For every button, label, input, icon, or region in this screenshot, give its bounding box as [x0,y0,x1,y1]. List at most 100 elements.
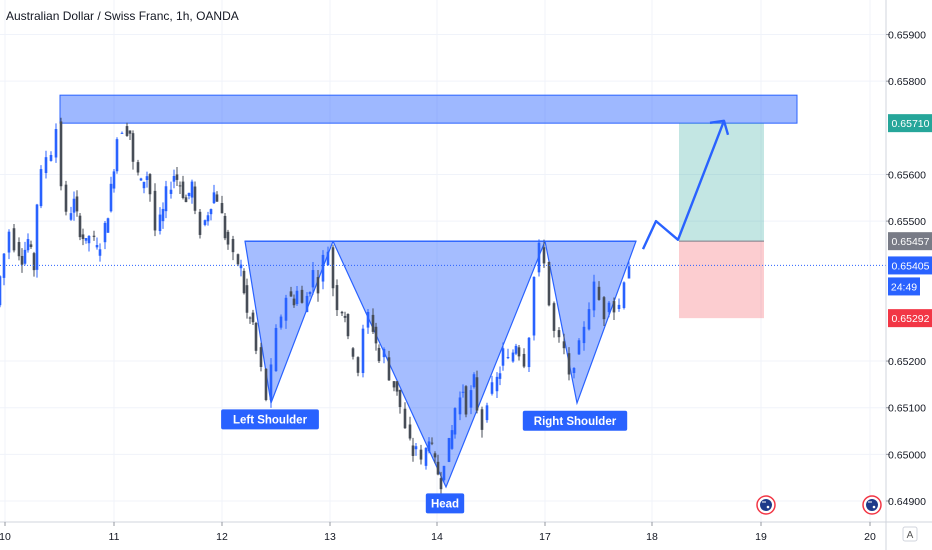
price-tag-text: 24:49 [891,281,917,293]
price-tag-text: 0.65405 [892,260,930,272]
candle-body [627,266,631,279]
candle-body [475,377,479,411]
candle-body [203,220,207,225]
candle-body [92,235,96,237]
candle-body [442,465,446,481]
candle-body [382,349,386,358]
candle-body [254,322,258,351]
event-flag-star [766,505,770,509]
candle-body [450,430,454,449]
candle-body [269,364,273,401]
candle-body [517,347,521,357]
price-tag-text: 0.65457 [892,236,930,248]
candle-body [587,309,591,330]
candle-body [464,386,468,415]
price-tag-bg [888,277,920,296]
label-head: Head [425,493,465,514]
candle-body [408,424,412,439]
candle-body [136,162,140,173]
loss-zone[interactable] [679,241,764,319]
candle-body [223,215,227,239]
candle-body [343,315,347,318]
profit-zone[interactable] [679,123,764,242]
price-tick-label: 0.65200 [888,356,926,368]
candle-body [0,276,2,306]
price-tick-label: 0.65000 [888,449,926,461]
candle-body [131,133,135,162]
time-tick-label: 17 [539,531,551,543]
candle-body [371,314,375,332]
projection-path[interactable] [641,120,726,250]
head-triangle[interactable] [332,240,546,489]
candle-body [311,270,315,288]
candle-body [236,254,240,265]
candle-body [220,203,224,214]
time-tick-label: 19 [755,531,767,543]
candle-body [84,238,88,241]
resistance-zone-box[interactable] [59,94,798,124]
candle-body [145,176,149,180]
candle-body [612,301,616,313]
price-tick-label: 0.65900 [888,30,926,42]
candle-body [436,461,440,475]
candle-body [480,409,484,430]
label-text: Right Shoulder [534,416,617,428]
candle-body [109,183,113,212]
candle-body [153,190,157,231]
auto-scale-bg[interactable] [902,526,918,542]
price-tick-label: 0.65500 [888,216,926,228]
candle-body [112,171,116,189]
candle-body [532,276,536,336]
candle-body [259,347,263,367]
candle-body [39,169,43,207]
candle-body [242,270,246,294]
candle-body [215,194,219,202]
price-tick-label: 0.65800 [888,76,926,88]
candle-body [187,192,191,197]
candle-body [547,261,551,306]
candle-body [577,340,581,355]
candle-body [300,289,304,303]
candle-body [472,374,476,388]
candle-body [142,181,146,189]
candle-body [172,175,176,182]
candle-body [128,130,132,134]
candle-body [592,281,596,311]
auto-scale-button[interactable]: A [902,526,918,542]
head-and-shoulders-pattern[interactable] [244,240,637,489]
candle-body [542,247,546,264]
candle-body [178,185,182,187]
label-right-shoulder: Right Shoulder [522,410,628,431]
time-axis[interactable]: 10 11 12 13 14 17 18 19 20 A [0,521,932,543]
candle-body [331,247,335,289]
candle-body [377,347,381,362]
event-flag-star [872,505,876,509]
candle-body [433,453,437,458]
projection-arrowhead[interactable] [709,119,730,136]
candle-body [106,218,110,233]
price-tag-bg [888,309,932,328]
candle-body [44,157,48,174]
price-tag-text: 0.65710 [892,118,930,130]
candle-body [175,174,179,180]
price-axis[interactable]: 0.65900 0.65800 0.65600 0.65500 0.65200 0.651… [885,0,932,550]
risk-reward-tool[interactable] [679,123,764,319]
candle-body [607,302,611,313]
price-tick-label: 0.65600 [888,169,926,181]
time-tick-label: 13 [324,531,336,543]
label-text: Head [431,498,459,510]
candle-body [284,297,288,321]
candle-body [356,357,360,373]
candle-body [35,204,39,270]
resistance-zone[interactable] [59,94,798,124]
candle-body [184,197,188,203]
projection-arrow[interactable] [641,119,730,250]
candle-body [23,249,27,264]
candle-body [279,316,283,328]
candle-body [115,139,119,172]
time-tick-label: 18 [646,531,658,543]
candle-body [622,282,626,308]
candle-body [567,353,571,375]
candle-body [161,208,165,222]
